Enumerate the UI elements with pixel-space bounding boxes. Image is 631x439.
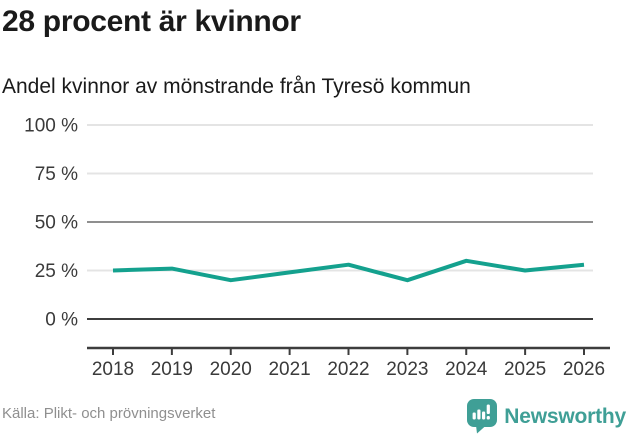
logo-bar-2 xyxy=(477,409,481,419)
line-chart: 0 % 25 % 50 % 75 % 100 % 2018 2019 2020 2021 2022… xyxy=(0,110,631,390)
x-tick-label: 2025 xyxy=(504,359,546,380)
line-chart-svg: 0 % 25 % 50 % 75 % 100 % 2018 2019 2020 2021 2022… xyxy=(24,116,610,380)
x-tick-label: 2024 xyxy=(445,359,488,380)
y-tick-label: 75 % xyxy=(35,164,78,185)
y-tick-label: 100 % xyxy=(24,116,78,137)
x-tick-label: 2021 xyxy=(268,359,310,380)
logo-bar-3 xyxy=(482,411,486,419)
x-tick-label: 2019 xyxy=(151,359,193,380)
logo-bar-1 xyxy=(472,412,477,419)
y-tick-label: 50 % xyxy=(35,213,78,234)
brand-lockup: Newsworthy xyxy=(467,398,626,433)
logo-exclamation-bar xyxy=(486,404,491,414)
chart-subtitle: Andel kvinnor av mönstrande från Tyresö … xyxy=(2,75,471,98)
newsworthy-logo-icon xyxy=(467,398,498,433)
y-tick-label: 0 % xyxy=(45,310,78,331)
data-line xyxy=(112,258,585,283)
x-tick-label: 2018 xyxy=(92,359,134,380)
x-tick-label: 2026 xyxy=(563,359,605,380)
x-tick-label: 2020 xyxy=(210,359,252,380)
x-tick-label: 2022 xyxy=(327,359,369,380)
brand-name: Newsworthy xyxy=(504,405,626,428)
x-tick-label: 2023 xyxy=(386,359,428,380)
logo-exclamation-dot xyxy=(486,415,491,419)
source-note: Källa: Plikt- och prövningsverket xyxy=(2,405,216,422)
y-tick-label: 25 % xyxy=(35,261,78,282)
chart-title: 28 procent är kvinnor xyxy=(2,5,301,38)
